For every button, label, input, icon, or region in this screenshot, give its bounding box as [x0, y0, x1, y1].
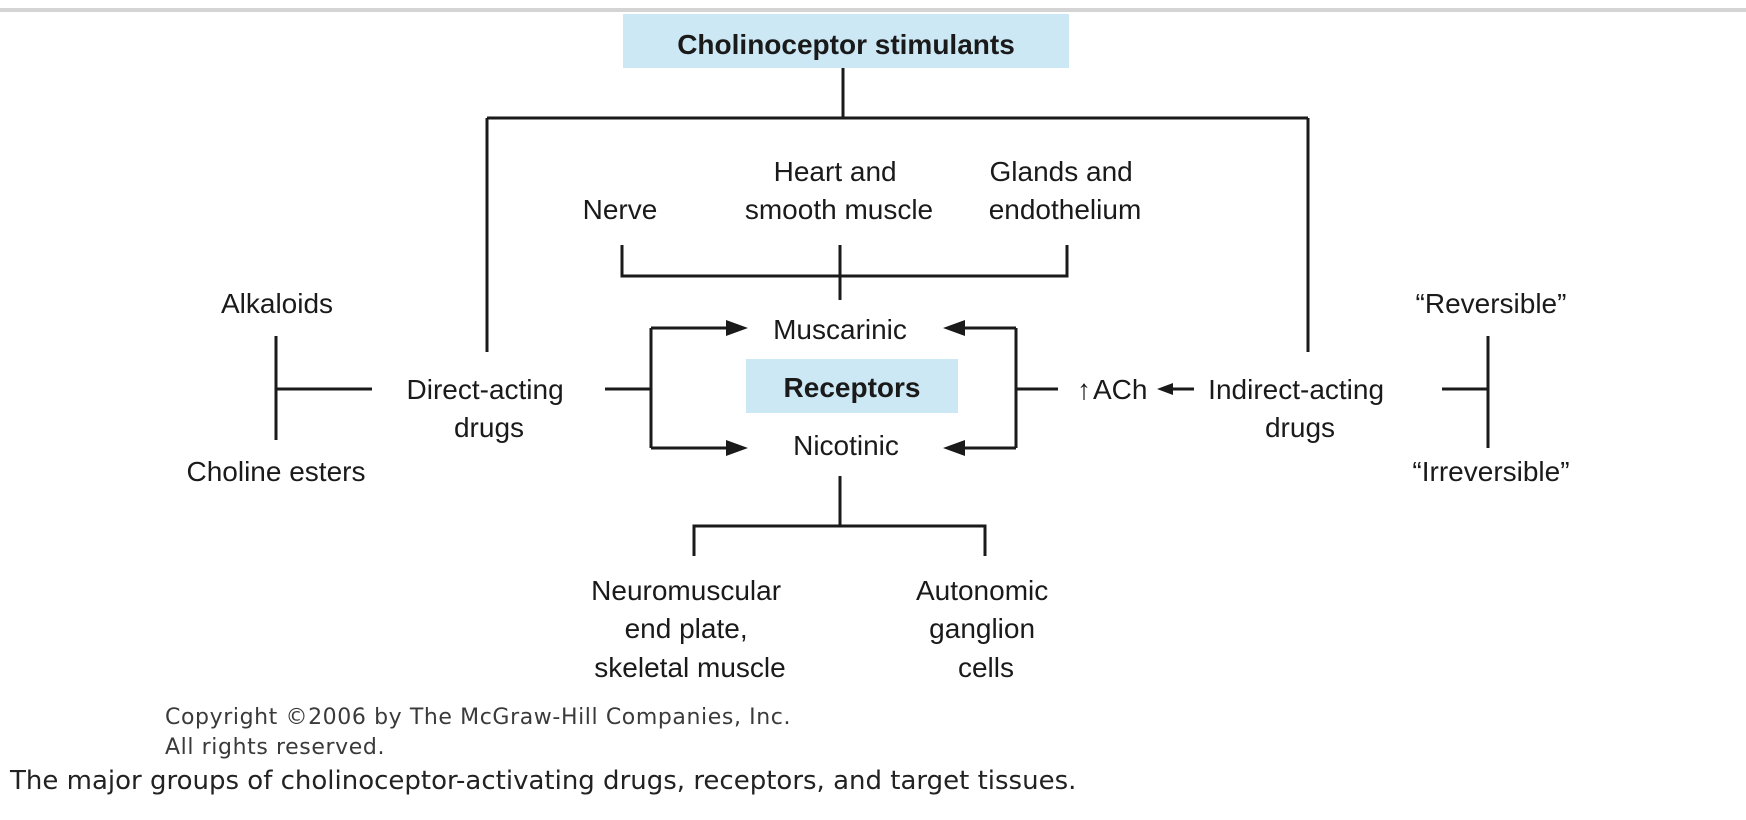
- top-rule: [0, 8, 1746, 12]
- root-label: Cholinoceptor stimulants: [677, 29, 1015, 60]
- direct-bracket: [274, 336, 372, 440]
- direct-to-receptors: [605, 326, 730, 450]
- indirect-to-receptors: [960, 326, 1058, 450]
- alkaloids-label: Alkaloids: [221, 288, 333, 319]
- indirect-acting-label: Indirect-acting drugs: [1208, 374, 1392, 443]
- arrowhead-to-nicotinic: [726, 440, 748, 456]
- autonomic-label: Autonomic ganglion cells: [916, 575, 1056, 683]
- arrowhead-muscarinic-left: [943, 320, 965, 336]
- irreversible-label: “Irreversible”: [1412, 456, 1569, 487]
- arrowhead-to-ach: [1157, 383, 1173, 395]
- nerve-label: Nerve: [583, 194, 658, 225]
- nicotinic-label: Nicotinic: [793, 430, 899, 461]
- receptors-label: Receptors: [784, 372, 921, 403]
- figure-caption: The major groups of cholinoceptor-activa…: [10, 766, 1077, 796]
- receptors-highlight: [746, 359, 958, 413]
- arrowhead-to-muscarinic: [726, 320, 748, 336]
- reversible-label: “Reversible”: [1416, 288, 1567, 319]
- connectors: [274, 68, 1490, 556]
- copyright-notice: Copyright ©2006 by The McGraw-Hill Compa…: [165, 703, 791, 763]
- choline-esters-label: Choline esters: [187, 456, 366, 487]
- neuromuscular-label: Neuromuscular end plate, skeletal muscle: [591, 575, 789, 683]
- glands-label: Glands and endothelium: [989, 156, 1142, 225]
- direct-acting-label: Direct-acting drugs: [407, 374, 572, 443]
- indirect-bracket: [1442, 336, 1490, 448]
- arrowhead-nicotinic-left: [943, 440, 965, 456]
- root-highlight: [623, 14, 1069, 68]
- root-branch: [485, 116, 1310, 352]
- ach-up-icon: ↑: [1077, 374, 1091, 405]
- muscarinic-tissues-bracket: [620, 245, 1069, 300]
- rights-line: All rights reserved.: [165, 735, 386, 760]
- heart-label: Heart and smooth muscle: [745, 156, 933, 225]
- muscarinic-label: Muscarinic: [773, 314, 907, 345]
- ach-label: ACh: [1093, 374, 1147, 405]
- copyright-line: Copyright ©2006 by The McGraw-Hill Compa…: [165, 705, 792, 730]
- nicotinic-tissues-bracket: [692, 476, 987, 556]
